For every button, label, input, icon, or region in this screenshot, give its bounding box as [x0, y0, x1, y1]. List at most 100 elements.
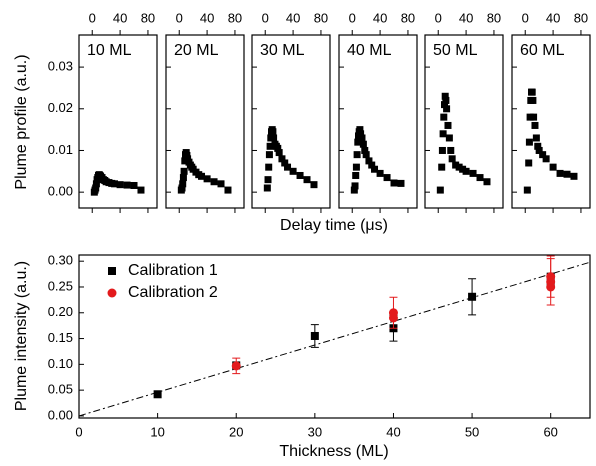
data-point: [539, 151, 547, 159]
data-point: [356, 126, 364, 134]
data-point: [447, 146, 455, 154]
data-point: [525, 138, 533, 146]
data-point: [352, 171, 360, 179]
x-axis-title: Thickness (ML): [279, 443, 388, 460]
data-point: [368, 161, 376, 169]
data-point: [563, 170, 571, 178]
panel-label: 60 ML: [520, 42, 565, 59]
panel-frame: [424, 34, 504, 209]
y-tick-label: 0.02: [48, 100, 73, 115]
data-point: [531, 121, 539, 129]
data-point: [529, 96, 537, 104]
x-tick-label: 80: [487, 10, 501, 25]
data-point: [289, 167, 297, 175]
x-tick-label: 40: [373, 10, 387, 25]
data-point: [476, 174, 484, 182]
data-point: [92, 184, 100, 192]
data-point: [130, 181, 138, 189]
panel-label: 10 ML: [87, 42, 132, 59]
data-point: [546, 272, 556, 282]
data-point: [525, 159, 533, 167]
data-point: [274, 144, 282, 152]
panel-frame: [511, 34, 591, 209]
data-point: [296, 171, 304, 179]
panel-label: 30 ML: [260, 42, 305, 59]
data-point: [546, 282, 556, 292]
x-tick-label: 40: [459, 10, 473, 25]
x-tick-label: 80: [141, 10, 155, 25]
data-point: [358, 134, 366, 142]
data-point: [275, 149, 283, 157]
data-point: [371, 165, 379, 173]
data-point: [442, 96, 450, 104]
panel-label: 50 ML: [433, 42, 478, 59]
panel-label: 20 ML: [174, 42, 219, 59]
data-point: [198, 172, 206, 180]
plot-frame: [78, 254, 591, 419]
x-tick-label: 0: [89, 10, 96, 25]
x-tick-label: 80: [574, 10, 588, 25]
data-point: [179, 174, 187, 182]
data-point: [210, 178, 218, 186]
data-point: [281, 159, 289, 167]
data-point: [269, 128, 277, 136]
x-tick-label: 40: [286, 10, 300, 25]
x-tick-label: 40: [546, 10, 560, 25]
data-point: [266, 142, 274, 150]
x-axis-title: Delay time (μs): [280, 217, 388, 234]
data-point: [351, 182, 359, 190]
y-tick-label: 0.00: [48, 184, 73, 199]
x-tick-label: 30: [308, 424, 322, 439]
x-tick-label: 50: [465, 424, 479, 439]
data-point: [265, 151, 273, 159]
panel-frame: [165, 34, 245, 209]
data-point: [469, 169, 477, 177]
data-point: [383, 174, 391, 182]
data-point: [270, 134, 278, 142]
data-point: [365, 157, 373, 165]
x-tick-label: 40: [113, 10, 127, 25]
y-axis-title: Plume intensity (a.u.): [13, 261, 30, 411]
data-point: [137, 186, 145, 194]
legend-label: Calibration 1: [128, 262, 218, 279]
fit-line: [78, 261, 591, 417]
data-point: [376, 169, 384, 177]
data-point: [111, 180, 119, 188]
legend-marker: [108, 267, 116, 275]
legend-label: Calibration 2: [128, 284, 218, 301]
y-tick-label: 0.01: [48, 142, 73, 157]
data-point: [352, 163, 360, 171]
x-tick-label: 40: [200, 10, 214, 25]
data-point: [444, 121, 452, 129]
x-tick-label: 80: [228, 10, 242, 25]
data-point: [534, 142, 542, 150]
x-tick-label: 80: [401, 10, 415, 25]
data-point: [436, 186, 444, 194]
data-point: [217, 180, 225, 188]
y-tick-label: 0.25: [48, 278, 73, 293]
data-point: [303, 176, 311, 184]
data-point: [180, 167, 188, 175]
data-point: [353, 151, 361, 159]
y-tick-label: 0.15: [48, 330, 73, 345]
data-point: [535, 146, 543, 154]
data-point: [278, 155, 286, 163]
data-point: [528, 88, 536, 96]
x-tick-label: 10: [150, 424, 164, 439]
x-tick-label: 80: [314, 10, 328, 25]
x-tick-label: 0: [349, 10, 356, 25]
x-tick-label: 20: [229, 424, 243, 439]
legend-marker: [107, 288, 117, 298]
data-point: [523, 186, 531, 194]
data-point: [362, 151, 370, 159]
data-point: [483, 178, 491, 186]
data-point: [310, 181, 318, 189]
data-point: [439, 130, 447, 138]
panel-label: 40 ML: [347, 42, 392, 59]
y-tick-label: 0.30: [48, 253, 73, 268]
data-point: [542, 155, 550, 163]
data-point: [203, 175, 211, 183]
x-tick-label: 0: [176, 10, 183, 25]
data-point: [462, 167, 470, 175]
